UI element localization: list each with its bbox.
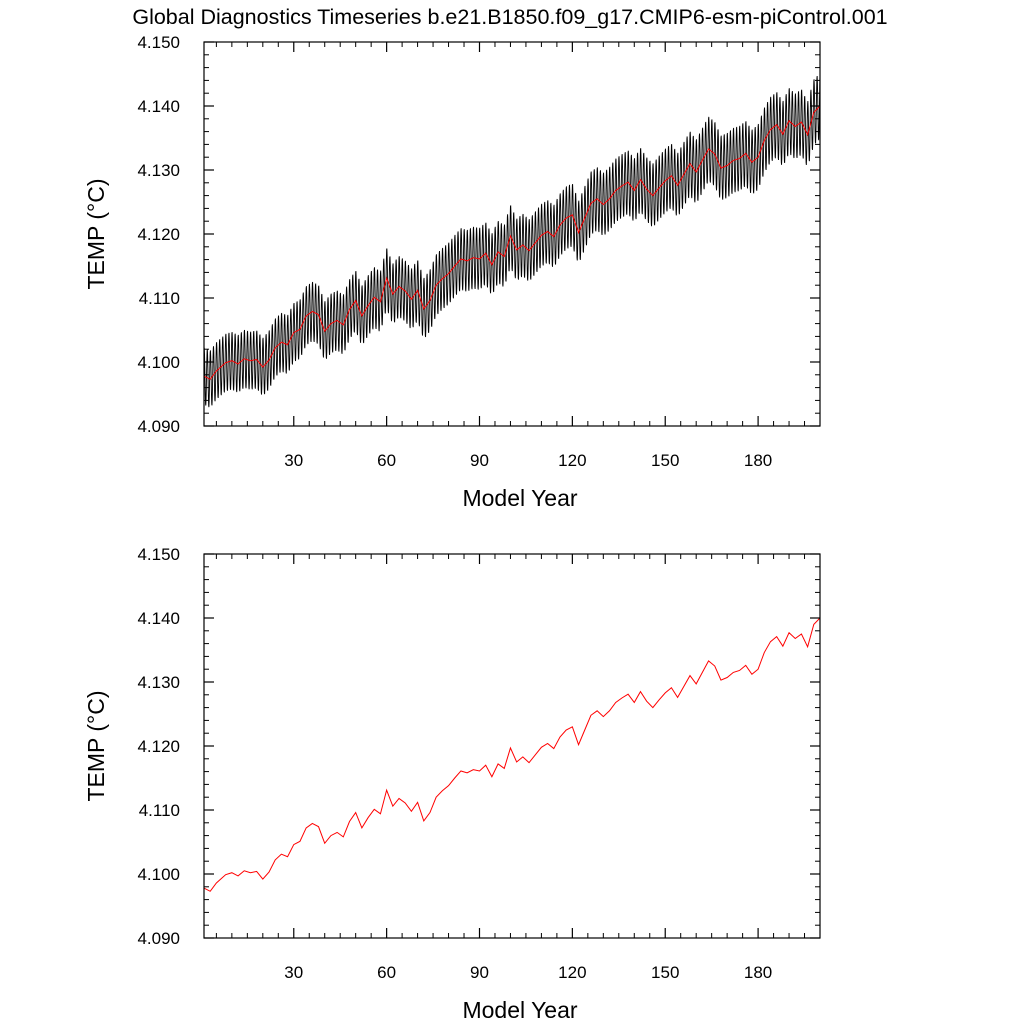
x-tick-label: 150 bbox=[651, 963, 679, 982]
x-axis-title: Model Year bbox=[462, 485, 577, 511]
y-tick-label: 4.090 bbox=[137, 417, 180, 436]
y-tick-label: 4.140 bbox=[137, 609, 180, 628]
y-tick-label: 4.110 bbox=[139, 801, 180, 820]
x-tick-label: 150 bbox=[651, 451, 679, 470]
x-axis-title: Model Year bbox=[462, 997, 577, 1023]
y-tick-label: 4.130 bbox=[137, 161, 180, 180]
y-tick-label: 4.150 bbox=[137, 33, 180, 52]
annual-series-line bbox=[203, 617, 821, 892]
x-tick-label: 30 bbox=[284, 451, 303, 470]
y-tick-label: 4.120 bbox=[137, 225, 180, 244]
panel-bottom: 30 60 90 120 150 180 4.090 4.100 4.110 4.120 4.130… bbox=[83, 545, 821, 1023]
x-tick-label: 30 bbox=[284, 963, 303, 982]
x-tick-label: 180 bbox=[744, 963, 772, 982]
x-tick-label: 180 bbox=[744, 451, 772, 470]
x-tick-label: 120 bbox=[558, 963, 586, 982]
plot-frame bbox=[203, 553, 821, 939]
x-tick-label: 90 bbox=[470, 963, 489, 982]
y-tick-label: 4.100 bbox=[137, 865, 180, 884]
y-tick-label: 4.100 bbox=[137, 353, 180, 372]
x-tick-label: 60 bbox=[377, 451, 396, 470]
y-axis-title: TEMP (°C) bbox=[83, 179, 109, 290]
y-tick-label: 4.090 bbox=[137, 929, 180, 948]
annual-series-line bbox=[203, 105, 821, 380]
plot-frame bbox=[203, 41, 821, 427]
y-tick-label: 4.150 bbox=[137, 545, 180, 564]
monthly-series-line bbox=[203, 74, 821, 408]
y-tick-label: 4.130 bbox=[137, 673, 180, 692]
x-tick-label: 90 bbox=[470, 451, 489, 470]
panel-top: 30 60 90 120 150 180 4.090 4.100 4.110 4.120 4.130… bbox=[83, 33, 821, 511]
x-tick-label: 120 bbox=[558, 451, 586, 470]
chart-title: Global Diagnostics Timeseries b.e21.B185… bbox=[132, 5, 887, 29]
y-tick-label: 4.140 bbox=[137, 97, 180, 116]
y-axis-title: TEMP (°C) bbox=[83, 691, 109, 802]
x-tick-label: 60 bbox=[377, 963, 396, 982]
y-tick-label: 4.120 bbox=[137, 737, 180, 756]
y-tick-label: 4.110 bbox=[139, 289, 180, 308]
